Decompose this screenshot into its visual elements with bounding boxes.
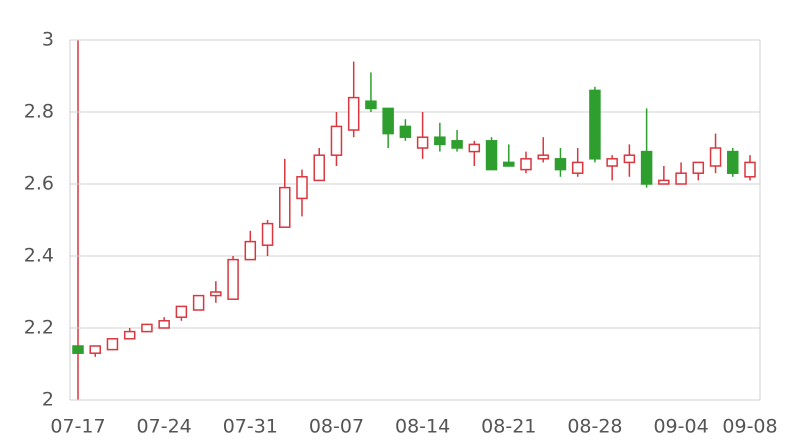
candle-body [485, 140, 498, 171]
x-tick-label: 08-21 [481, 416, 536, 438]
candle-body [210, 291, 222, 297]
x-tick-label: 09-08 [722, 416, 777, 438]
candle-body [192, 294, 205, 311]
y-tick-label: 2.8 [24, 101, 54, 123]
candle-body [503, 161, 515, 167]
candle-body [261, 222, 274, 246]
candle-body [158, 320, 170, 329]
candle-body [279, 186, 291, 228]
x-tick-label: 08-28 [567, 416, 622, 438]
candle-body [365, 100, 377, 110]
candle-body [175, 305, 188, 318]
candle-body [347, 96, 360, 131]
candle-body [640, 150, 653, 185]
candle-body [106, 338, 119, 351]
y-tick-label: 3 [42, 29, 54, 51]
candle-body [709, 147, 722, 167]
x-tick-label: 09-04 [653, 416, 708, 438]
x-tick-label: 08-14 [395, 416, 450, 438]
candle-body [434, 136, 446, 146]
y-tick-label: 2 [42, 389, 54, 411]
candle-body [451, 140, 463, 149]
candle-body [623, 154, 636, 164]
candle-body [692, 161, 705, 174]
candle-body [123, 330, 136, 340]
candle-body [244, 240, 257, 261]
candle-body [141, 323, 153, 333]
candle-body [330, 125, 343, 156]
candle-body [658, 179, 670, 185]
candle-body [416, 136, 429, 149]
candle-body [589, 89, 601, 160]
y-tick-label: 2.4 [24, 245, 54, 267]
candle-body [554, 158, 567, 171]
candle-body [675, 172, 687, 185]
candle-body [606, 158, 618, 167]
candle-body [520, 158, 532, 171]
candle-body [744, 161, 756, 178]
candle-body [72, 345, 84, 354]
candle-body [468, 143, 481, 153]
x-tick-label: 08-07 [309, 416, 364, 438]
candle-body [399, 125, 412, 138]
y-tick-label: 2.2 [24, 317, 54, 339]
candle-body [382, 107, 394, 135]
candle-body [89, 345, 101, 354]
candle-body [571, 161, 584, 174]
y-tick-label: 2.6 [24, 173, 54, 195]
candle-body [537, 154, 549, 160]
candle-body [227, 258, 239, 300]
x-tick-label: 07-24 [137, 416, 192, 438]
candle-body [313, 154, 325, 182]
x-tick-label: 07-31 [223, 416, 278, 438]
x-tick-label: 07-17 [50, 416, 105, 438]
candle-body [727, 150, 739, 174]
candle-body [296, 176, 308, 200]
